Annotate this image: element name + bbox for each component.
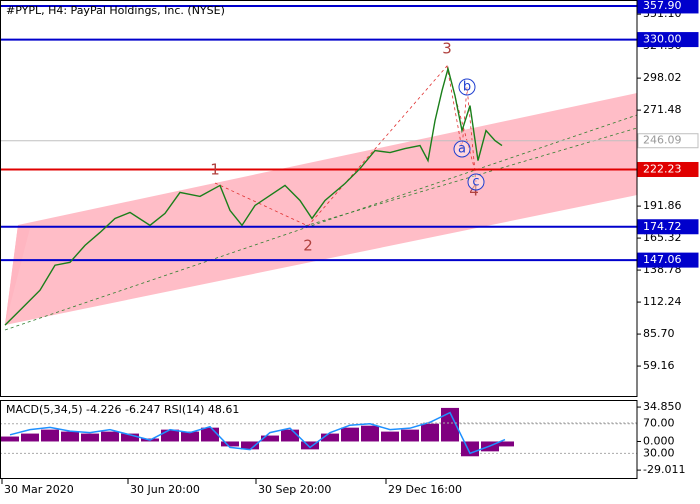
chart-title: #PYPL, H4: PayPal Holdings, Inc. (NYSE) [6,4,225,17]
y2-tick-label: 70.00 [643,417,675,430]
macd-bar [241,441,259,450]
indicator-title: MACD(5,34,5) -4.226 -6.247 RSI(14) 48.61 [6,403,239,416]
price-level-label: 330.00 [643,33,682,46]
y-tick-label: 298.02 [643,71,682,84]
macd-bar [81,433,99,442]
macd-bar [261,435,279,442]
main-frame [0,0,638,397]
macd-bar [221,441,239,447]
macd-bar [301,441,319,450]
y-tick-label: 112.24 [643,295,682,308]
y-tick-label: 34.850 [643,400,682,413]
y2-tick-label: 30.00 [643,446,675,459]
macd-bar [496,441,514,447]
macd-bar [341,427,359,442]
indicator-frame [0,400,638,479]
y-tick-label: 165.32 [643,231,682,244]
y-tick-label: -29.011 [643,463,685,476]
wave-label: 2 [303,237,313,255]
y-tick-label: 85.70 [643,327,675,340]
price-level-tag [637,252,699,268]
price-level-tag [637,133,699,149]
price-level-label: 147.06 [643,253,682,266]
macd-bar [161,429,179,442]
frame [0,0,638,479]
price-level-label: 246.09 [643,134,682,147]
macd-bar [181,431,199,442]
price-level-tag [637,161,699,177]
x-tick-label: 30 Mar 2020 [4,483,74,496]
wave-label: c [472,175,479,190]
y-tick-label: 191.86 [643,199,682,212]
macd-bar [381,431,399,442]
x-tick-label: 30 Sep 20:00 [258,483,331,496]
macd-bar [201,427,219,442]
price-level-tag [637,32,699,48]
channel-start [5,225,30,325]
price-channel [5,93,637,325]
wave-label: 3 [442,40,452,58]
macd-bar [361,425,379,442]
macd-bar [61,431,79,442]
macd-bar [21,433,39,442]
wave-path [446,65,477,183]
price-level-tag [637,0,699,14]
x-tick-label: 29 Dec 16:00 [388,483,462,496]
price-level-tag [637,219,699,235]
macd-bar [1,436,19,442]
wave-circle [467,173,485,191]
price-line [4,66,503,326]
wave-path [214,65,475,227]
levels [0,4,637,262]
price-level-label: 174.72 [643,220,682,233]
x-tick-label: 30 Jun 20:00 [130,483,200,496]
wave-circle [453,140,471,158]
y-tick-label: 271.48 [643,103,682,116]
wave-circle [458,78,476,96]
rsi-line [9,411,506,455]
price-level-label: 357.90 [643,0,682,12]
macd-bar [101,431,119,442]
macd-bar [441,407,459,442]
wave-label: 4 [469,182,479,200]
macd-bar [281,429,299,442]
y-tick-label: 59.16 [643,359,675,372]
channel [4,65,638,331]
macd-bar [401,429,419,442]
macd-bar [421,423,439,442]
wave-label: 1 [210,161,220,179]
trend-line [304,127,638,227]
marks [0,66,637,457]
wave-label: b [463,80,471,95]
macd-bar [41,429,59,442]
y-tick-label: 0.000 [643,434,675,447]
macd-bar [121,433,139,442]
wave-label: a [458,142,466,157]
price-level-label: 222.23 [643,162,682,175]
macd-bar [321,433,339,442]
